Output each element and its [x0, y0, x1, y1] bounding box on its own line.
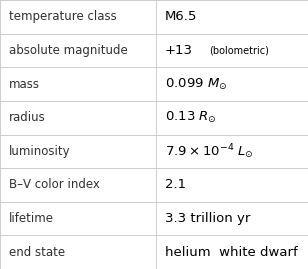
Text: helium  white dwarf: helium white dwarf	[165, 246, 298, 259]
Text: temperature class: temperature class	[9, 10, 117, 23]
Text: B–V color index: B–V color index	[9, 178, 100, 192]
Text: M6.5: M6.5	[165, 10, 197, 23]
Text: 0.13 $R_{\odot}$: 0.13 $R_{\odot}$	[165, 110, 217, 125]
Text: (bolometric): (bolometric)	[209, 45, 269, 55]
Text: 0.099 $M_{\odot}$: 0.099 $M_{\odot}$	[165, 76, 227, 92]
Text: end state: end state	[9, 246, 65, 259]
Text: 2.1: 2.1	[165, 178, 186, 192]
Text: absolute magnitude: absolute magnitude	[9, 44, 128, 57]
Text: +13: +13	[165, 44, 193, 57]
Text: $7.9\times10^{-4}$ $L_{\odot}$: $7.9\times10^{-4}$ $L_{\odot}$	[165, 142, 253, 161]
Text: luminosity: luminosity	[9, 145, 71, 158]
Text: 3.3 trillion yr: 3.3 trillion yr	[165, 212, 250, 225]
Text: mass: mass	[9, 77, 40, 91]
Text: radius: radius	[9, 111, 46, 124]
Text: lifetime: lifetime	[9, 212, 54, 225]
